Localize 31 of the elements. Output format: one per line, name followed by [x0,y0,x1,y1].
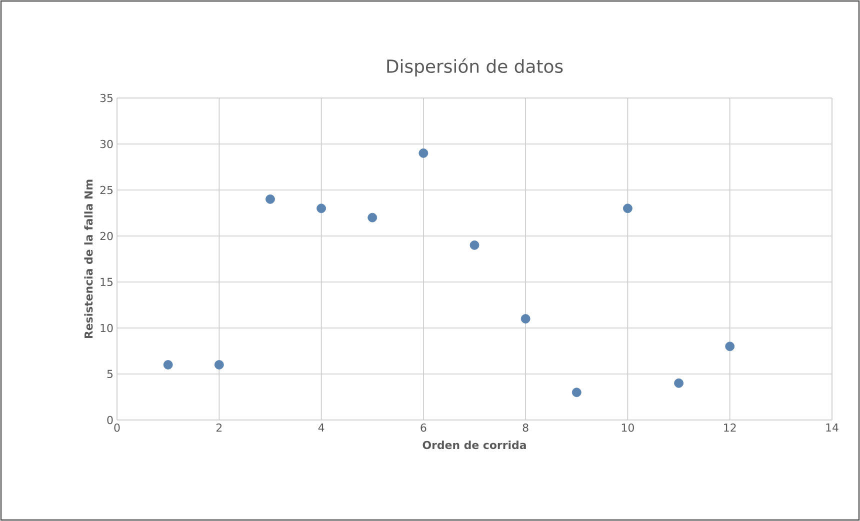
x-tick-label: 10 [622,424,634,432]
x-tick-label: 14 [826,424,838,432]
point [725,342,735,352]
x-tick-label: 6 [420,424,426,432]
point [572,388,582,398]
y-axis-title: Resistencia de la falla Nm [84,180,93,338]
x-tick-label: 12 [724,424,736,432]
x-tick-label: 2 [216,424,222,432]
y-tick-label: 5 [107,370,113,378]
point [470,240,480,250]
point [266,194,275,204]
point [623,204,632,214]
x-axis-title: Orden de corrida [422,440,526,450]
chart-title: Dispersión de datos [387,58,563,76]
x-tick-label: 0 [114,424,120,432]
point [316,204,326,214]
x-tick-label: 8 [522,424,528,432]
point [674,378,684,388]
x-tick-label: 4 [318,424,324,432]
y-tick-label: 15 [100,278,113,286]
y-tick-label: 0 [107,416,113,424]
point [418,148,428,158]
point [520,314,530,324]
y-tick-label: 10 [100,324,113,332]
point [214,360,224,370]
y-tick-label: 35 [100,94,113,102]
point [368,212,378,222]
y-tick-label: 30 [100,140,113,148]
y-tick-label: 25 [100,186,113,194]
y-tick-label: 20 [100,232,113,240]
point [163,360,173,370]
